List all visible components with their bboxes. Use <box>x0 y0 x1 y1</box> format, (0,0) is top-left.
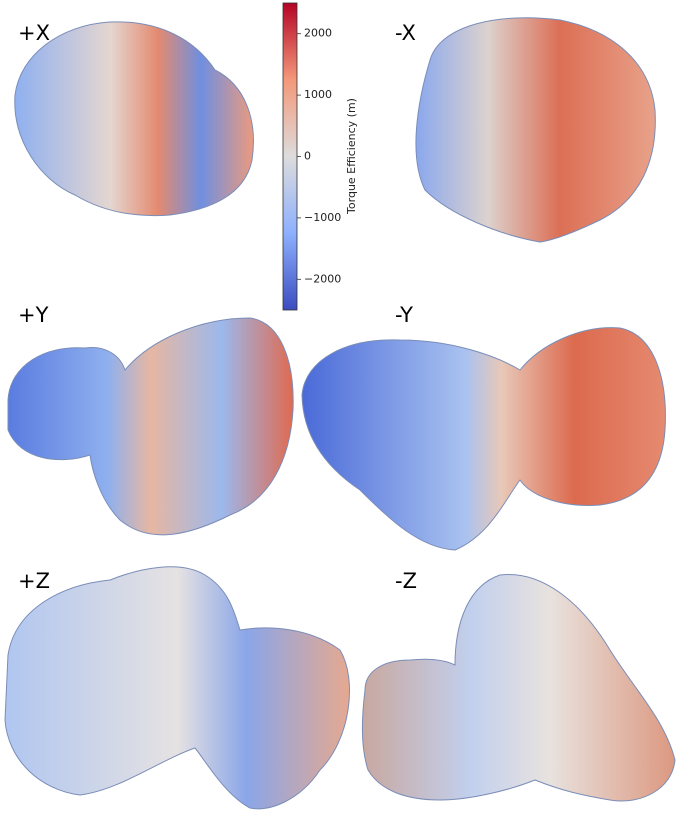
colorbar <box>282 2 298 311</box>
panel-label: +X <box>18 21 50 45</box>
tick-label: 1000 <box>304 88 332 101</box>
comet-render <box>301 327 666 551</box>
panel-label: +Y <box>18 303 49 327</box>
tick-label: 0 <box>304 150 311 163</box>
comet-render <box>4 566 350 810</box>
comet-render <box>415 17 656 243</box>
panel-label: -X <box>395 21 416 45</box>
tick-label: 2000 <box>304 27 332 40</box>
panel-label: -Y <box>395 303 413 327</box>
tick-label: −1000 <box>304 211 341 224</box>
colorbar-label: Torque Efficiency (m) <box>345 98 358 215</box>
comet-render <box>14 21 254 217</box>
panel-label: -Z <box>395 569 417 593</box>
comet-render <box>7 317 294 536</box>
comet-render <box>361 573 676 802</box>
tick-label: −2000 <box>304 272 341 285</box>
panel-label: +Z <box>18 569 50 593</box>
